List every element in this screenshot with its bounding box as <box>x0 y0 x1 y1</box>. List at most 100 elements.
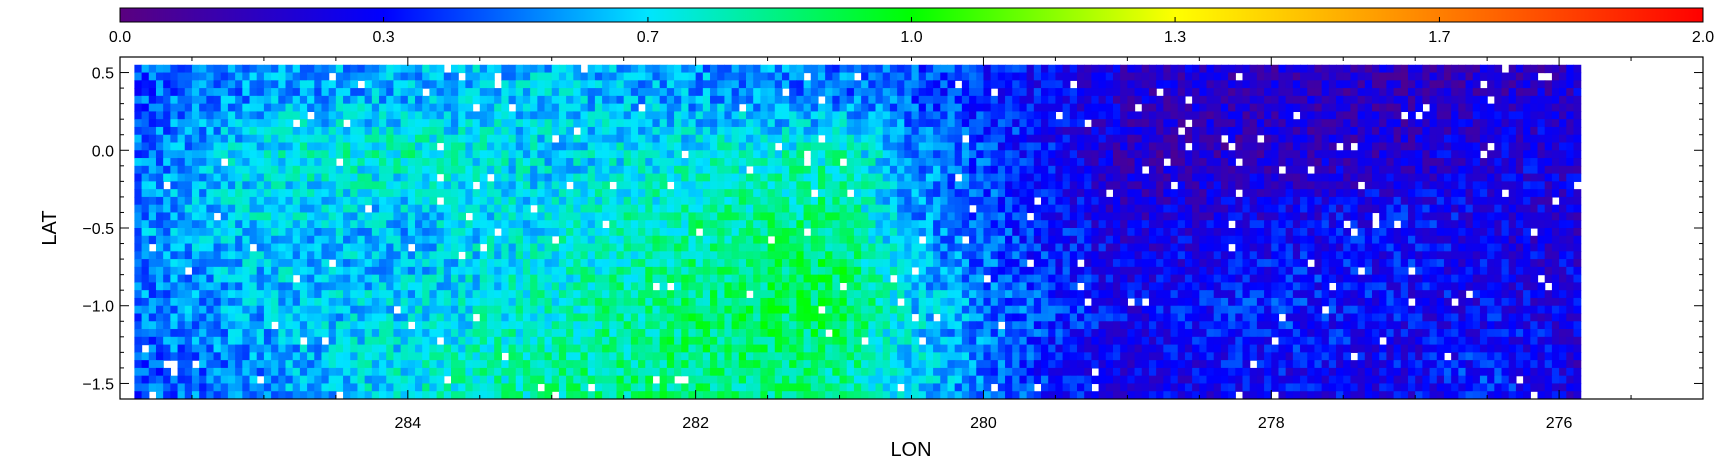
heatmap-cell <box>1465 126 1474 136</box>
heatmap-cell <box>458 204 466 214</box>
heatmap-cell <box>292 189 301 198</box>
heatmap-cell <box>134 196 143 206</box>
heatmap-cell <box>846 173 855 182</box>
heatmap-cell <box>285 158 294 167</box>
heatmap-cell <box>184 251 193 260</box>
heatmap-cell <box>825 196 833 206</box>
heatmap-cell <box>1264 126 1272 136</box>
heatmap-cell <box>1077 103 1085 113</box>
heatmap-cell <box>1336 165 1344 175</box>
heatmap-cell <box>263 181 272 190</box>
heatmap-cell <box>458 64 466 74</box>
heatmap-cell <box>1400 173 1409 182</box>
heatmap-cell <box>220 64 229 74</box>
heatmap-cell <box>407 173 416 182</box>
heatmap-cell <box>1285 126 1294 136</box>
heatmap-cell <box>983 189 992 198</box>
heatmap-cell <box>925 251 934 260</box>
heatmap-cell <box>450 220 459 229</box>
heatmap-cell <box>206 228 215 237</box>
heatmap-cell <box>343 103 351 113</box>
heatmap-cell <box>753 212 761 221</box>
heatmap-cell <box>515 228 524 237</box>
heatmap-cell <box>1163 243 1172 252</box>
heatmap-cell <box>170 204 179 214</box>
heatmap-cell <box>796 72 805 81</box>
heatmap-cell <box>1537 119 1546 128</box>
heatmap-cell <box>343 165 351 175</box>
heatmap-cell <box>623 189 632 198</box>
heatmap-cell <box>681 64 690 74</box>
heatmap-cell <box>1336 235 1344 245</box>
heatmap-cell <box>1379 95 1387 105</box>
heatmap-cell <box>1285 212 1294 221</box>
heatmap-cell <box>1372 181 1380 190</box>
heatmap-cell <box>1357 111 1366 120</box>
heatmap-cell <box>1242 251 1251 260</box>
heatmap-cell <box>206 220 215 229</box>
heatmap-cell <box>781 235 790 245</box>
heatmap-cell <box>724 228 733 237</box>
heatmap-cell <box>1443 204 1452 214</box>
heatmap-cell <box>933 64 941 74</box>
heatmap-cell <box>587 251 596 260</box>
heatmap-cell <box>256 126 265 136</box>
heatmap-cell <box>796 165 805 175</box>
heatmap-cell <box>1091 165 1100 175</box>
heatmap-cell <box>861 126 869 136</box>
heatmap-cell <box>220 95 229 105</box>
heatmap-cell <box>278 243 287 252</box>
heatmap-cell <box>1537 243 1546 252</box>
heatmap-cell <box>1177 103 1186 113</box>
heatmap-cell <box>1400 189 1409 198</box>
heatmap-cell <box>1443 181 1452 190</box>
heatmap-cell <box>688 228 697 237</box>
heatmap-cell <box>940 204 949 214</box>
heatmap-cell <box>1120 64 1128 74</box>
heatmap-cell <box>321 165 330 175</box>
heatmap-cell <box>486 204 495 214</box>
heatmap-cell <box>1350 72 1359 81</box>
heatmap-cell <box>1494 228 1503 237</box>
heatmap-cell <box>148 134 157 144</box>
heatmap-cell <box>868 134 877 144</box>
heatmap-cell <box>717 150 726 159</box>
heatmap-cell <box>242 158 251 167</box>
heatmap-cell <box>1501 181 1510 190</box>
heatmap-cell <box>889 173 898 182</box>
heatmap-cell <box>163 72 171 81</box>
heatmap-cell <box>1314 173 1323 182</box>
heatmap-cell <box>947 150 956 159</box>
heatmap-cell <box>918 134 927 144</box>
heatmap-cell <box>486 212 495 221</box>
heatmap-cell <box>1573 88 1582 97</box>
heatmap-cell <box>789 220 797 229</box>
heatmap-cell <box>191 189 200 198</box>
heatmap-cell <box>645 95 654 105</box>
heatmap-cell <box>350 212 359 221</box>
heatmap-cell <box>1379 142 1387 151</box>
heatmap-cell <box>602 80 610 89</box>
heatmap-cell <box>1487 173 1495 182</box>
heatmap-cell <box>1400 158 1409 167</box>
heatmap-cell <box>717 80 726 89</box>
heatmap-cell <box>1184 158 1193 167</box>
heatmap-cell <box>781 212 790 221</box>
heatmap-cell <box>969 173 977 182</box>
heatmap-cell <box>249 204 258 214</box>
heatmap-cell <box>134 204 143 214</box>
heatmap-cell <box>1184 165 1193 175</box>
heatmap-cell <box>558 119 567 128</box>
heatmap-cell <box>746 150 754 159</box>
heatmap-cell <box>1465 204 1474 214</box>
heatmap-cell <box>587 181 596 190</box>
heatmap-cell <box>1012 72 1021 81</box>
heatmap-cell <box>573 173 582 182</box>
heatmap-cell <box>292 158 301 167</box>
heatmap-cell <box>1105 173 1114 182</box>
heatmap-cell <box>177 235 186 245</box>
heatmap-cell <box>1120 88 1128 97</box>
heatmap-cell <box>486 243 495 252</box>
heatmap-cell <box>1321 251 1330 260</box>
heatmap-cell <box>796 220 805 229</box>
